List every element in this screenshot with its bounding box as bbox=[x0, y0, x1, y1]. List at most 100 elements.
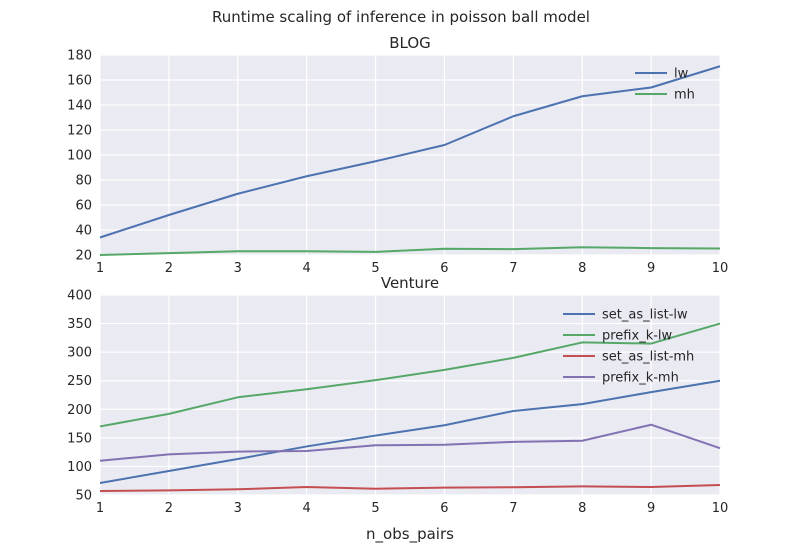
data-point-set_as_list-mh bbox=[375, 488, 377, 490]
data-point-prefix_k-mh bbox=[99, 460, 101, 462]
x-axis-label: n_obs_pairs bbox=[366, 525, 454, 544]
x-tick-label: 2 bbox=[165, 501, 173, 516]
data-point-mh bbox=[512, 248, 514, 250]
figure-suptitle: Runtime scaling of inference in poisson … bbox=[212, 8, 590, 26]
data-point-set_as_list-mh bbox=[512, 486, 514, 488]
x-tick-label: 8 bbox=[578, 501, 586, 516]
data-point-prefix_k-lw bbox=[375, 379, 377, 381]
data-point-set_as_list-lw bbox=[168, 470, 170, 472]
y-tick-label: 50 bbox=[75, 489, 92, 504]
data-point-prefix_k-mh bbox=[168, 453, 170, 455]
y-tick-label: 100 bbox=[67, 460, 92, 475]
x-tick-label: 4 bbox=[303, 501, 311, 516]
x-tick-label: 10 bbox=[712, 501, 729, 516]
data-point-lw bbox=[581, 95, 583, 97]
legend-label: mh bbox=[674, 88, 695, 103]
series-line-lw bbox=[99, 65, 721, 239]
x-tick-label: 5 bbox=[371, 501, 379, 516]
data-point-set_as_list-lw bbox=[99, 482, 101, 484]
data-point-prefix_k-lw bbox=[581, 341, 583, 343]
y-tick-label: 20 bbox=[75, 249, 92, 264]
data-point-mh bbox=[443, 248, 445, 250]
y-tick-label: 120 bbox=[67, 124, 92, 139]
data-point-set_as_list-lw bbox=[650, 391, 652, 393]
y-tick-label: 140 bbox=[67, 99, 92, 114]
x-tick-label: 5 bbox=[371, 261, 379, 276]
y-tick-label: 160 bbox=[67, 74, 92, 89]
data-point-lw bbox=[99, 237, 101, 239]
y-tick-label: 60 bbox=[75, 199, 92, 214]
y-tick-label: 400 bbox=[67, 289, 92, 304]
data-point-mh bbox=[99, 254, 101, 256]
y-tick-label: 250 bbox=[67, 374, 92, 389]
panel-title: Venture bbox=[381, 274, 439, 292]
y-tick-label: 180 bbox=[67, 49, 92, 64]
x-tick-label: 3 bbox=[234, 501, 242, 516]
data-point-prefix_k-mh bbox=[237, 451, 239, 453]
data-point-lw bbox=[650, 87, 652, 89]
y-tick-label: 200 bbox=[67, 403, 92, 418]
data-point-mh bbox=[237, 250, 239, 252]
x-tick-label: 1 bbox=[96, 261, 104, 276]
data-point-set_as_list-mh bbox=[650, 486, 652, 488]
legend: set_as_list-lw prefix_k-lw set_as_list-mhp… bbox=[563, 308, 694, 386]
series-line-set_as_list-lw bbox=[99, 379, 721, 484]
data-point-prefix_k-mh bbox=[375, 444, 377, 446]
data-point-lw bbox=[512, 115, 514, 117]
data-point-prefix_k-lw bbox=[443, 369, 445, 371]
data-point-mh bbox=[168, 252, 170, 254]
data-point-lw bbox=[443, 144, 445, 146]
plot-area bbox=[100, 295, 720, 495]
legend-label: prefix_k-lw bbox=[602, 329, 673, 344]
data-point-prefix_k-lw bbox=[237, 396, 239, 398]
legend: lw mh bbox=[635, 67, 695, 103]
data-point-set_as_list-lw bbox=[581, 403, 583, 405]
y-tick-label: 40 bbox=[75, 224, 92, 239]
data-point-mh bbox=[306, 250, 308, 252]
data-point-mh bbox=[650, 247, 652, 249]
x-tick-label: 7 bbox=[509, 501, 517, 516]
data-point-prefix_k-mh bbox=[443, 444, 445, 446]
data-point-prefix_k-mh bbox=[650, 424, 652, 426]
series-line-prefix_k-lw bbox=[99, 322, 721, 428]
y-tick-label: 150 bbox=[67, 431, 92, 446]
data-point-set_as_list-mh bbox=[306, 486, 308, 488]
data-point-mh bbox=[581, 246, 583, 248]
data-point-set_as_list-lw bbox=[719, 380, 721, 382]
x-tick-label: 10 bbox=[712, 261, 729, 276]
data-point-prefix_k-lw bbox=[168, 413, 170, 415]
x-tick-label: 8 bbox=[578, 261, 586, 276]
data-point-mh bbox=[375, 251, 377, 253]
series-line-mh bbox=[99, 246, 721, 256]
data-point-prefix_k-mh bbox=[306, 450, 308, 452]
data-point-prefix_k-lw bbox=[99, 425, 101, 427]
y-tick-label: 100 bbox=[67, 149, 92, 164]
x-tick-label: 6 bbox=[440, 261, 448, 276]
series-line-prefix_k-mh bbox=[99, 423, 721, 462]
panel-title: BLOG bbox=[389, 34, 431, 52]
legend-label: prefix_k-mh bbox=[602, 371, 679, 386]
data-point-set_as_list-mh bbox=[443, 487, 445, 489]
data-point-set_as_list-mh bbox=[237, 488, 239, 490]
data-point-prefix_k-lw bbox=[306, 388, 308, 390]
data-point-lw bbox=[719, 65, 721, 67]
legend-label: lw bbox=[674, 67, 689, 82]
data-point-set_as_list-lw bbox=[237, 458, 239, 460]
data-point-set_as_list-mh bbox=[581, 485, 583, 487]
data-point-set_as_list-lw bbox=[443, 424, 445, 426]
data-point-set_as_list-lw bbox=[512, 410, 514, 412]
series-line-set_as_list-mh bbox=[99, 484, 721, 492]
x-tick-label: 6 bbox=[440, 501, 448, 516]
data-point-set_as_list-mh bbox=[99, 490, 101, 492]
x-tick-label: 3 bbox=[234, 261, 242, 276]
data-point-prefix_k-mh bbox=[719, 447, 721, 449]
blog-panel: 1 2 3 4 5 6 7 8 9 10 20 40 60 80 100 120 140 160 180 BLOG lw… bbox=[67, 34, 728, 276]
data-point-lw bbox=[375, 160, 377, 162]
x-tick-label: 4 bbox=[303, 261, 311, 276]
x-tick-label: 7 bbox=[509, 261, 517, 276]
legend-label: set_as_list-lw bbox=[602, 308, 688, 323]
data-point-set_as_list-lw bbox=[306, 445, 308, 447]
data-point-set_as_list-mh bbox=[719, 484, 721, 486]
data-point-set_as_list-lw bbox=[375, 435, 377, 437]
